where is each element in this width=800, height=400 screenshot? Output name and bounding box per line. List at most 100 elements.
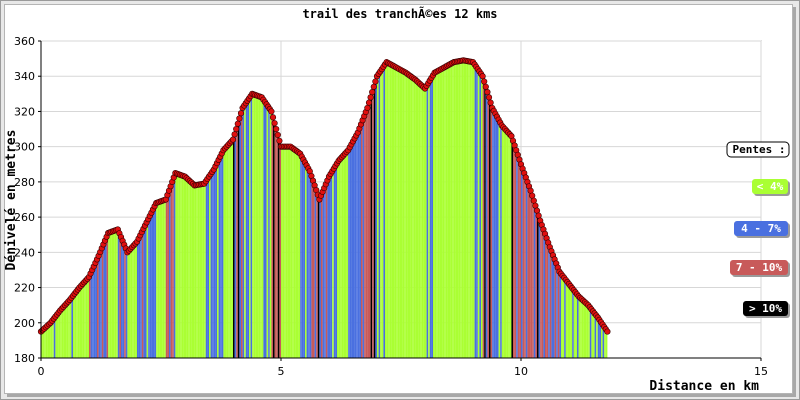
slope-segment	[277, 134, 280, 358]
slope-segment	[551, 251, 553, 358]
slope-segment	[327, 176, 329, 358]
slope-segment	[604, 326, 606, 358]
legend-label: < 4%	[757, 180, 784, 193]
slope-segment	[132, 245, 134, 358]
slope-segment	[453, 61, 456, 358]
slope-segment	[492, 107, 494, 358]
slope-segment	[565, 279, 568, 358]
slope-segment	[82, 282, 85, 358]
slope-segment	[149, 212, 152, 358]
slope-segment	[279, 140, 281, 358]
elevation-point	[234, 120, 241, 127]
slope-segment	[317, 194, 320, 358]
slope-segment	[87, 276, 89, 358]
slope-segment	[420, 84, 422, 359]
slope-segment	[578, 296, 581, 358]
legend-title-box	[726, 141, 790, 158]
slope-segment	[49, 322, 51, 358]
slope-segment	[399, 69, 401, 358]
slope-segment	[63, 305, 65, 358]
elevation-point	[365, 99, 373, 106]
slope-segment	[575, 292, 577, 358]
x-tick-label: 0	[38, 365, 45, 378]
slope-segment	[561, 273, 563, 358]
slope-segment	[413, 78, 416, 358]
legend-swatch	[752, 179, 788, 194]
slope-segment	[154, 203, 157, 358]
slope-segment	[530, 190, 533, 358]
slope-segment	[316, 190, 318, 358]
x-tick-label: 5	[278, 365, 285, 378]
slope-segment	[193, 183, 195, 358]
slope-segment	[101, 244, 104, 358]
slope-segment	[47, 324, 49, 358]
slope-segment	[172, 177, 174, 358]
slope-segment	[505, 129, 507, 358]
slope-segment	[540, 220, 542, 358]
slope-segment	[109, 231, 112, 358]
slope-segment	[543, 229, 545, 358]
slope-segment	[439, 69, 441, 358]
slope-segment	[100, 248, 102, 358]
slope-segment	[114, 230, 117, 358]
slope-segment	[140, 232, 142, 358]
slope-segment	[305, 162, 307, 358]
slope-segment	[237, 118, 240, 358]
slope-segment	[268, 106, 270, 359]
legend-swatch	[734, 221, 788, 236]
slope-segment	[271, 111, 273, 358]
slope-segment	[266, 104, 269, 359]
slope-segment	[450, 63, 453, 359]
slope-segment	[333, 166, 336, 358]
slope-segment	[373, 81, 376, 358]
slope-segment	[242, 105, 245, 359]
slope-segment	[90, 269, 93, 358]
slope-segment	[481, 73, 483, 358]
slope-segment	[71, 295, 73, 358]
slope-segment	[298, 152, 301, 358]
slope-segment	[401, 70, 403, 358]
slope-segment	[273, 117, 275, 358]
slope-segment	[501, 125, 504, 359]
slope-segment	[386, 62, 389, 359]
slope-segment	[119, 233, 121, 358]
slope-segment	[157, 201, 160, 358]
slope-segment	[356, 132, 358, 358]
slope-segment	[359, 124, 361, 359]
elevation-point	[484, 88, 491, 96]
slope-segment	[388, 63, 390, 359]
slope-segment	[476, 66, 478, 359]
slope-segment	[417, 81, 419, 358]
slope-segment	[60, 308, 62, 358]
slope-segment	[377, 73, 379, 358]
slope-segment	[533, 200, 536, 358]
slope-segment	[205, 178, 208, 358]
slope-segment	[589, 307, 592, 358]
slope-segment	[156, 202, 158, 358]
elevation-point	[229, 136, 237, 143]
elevation-point	[479, 73, 486, 80]
slope-segment	[372, 86, 374, 359]
slope-segment	[479, 71, 481, 358]
elevation-point	[482, 83, 489, 90]
slope-segment	[349, 144, 352, 358]
slope-segment	[290, 146, 293, 358]
slope-segment	[385, 62, 387, 359]
elevation-point	[231, 131, 238, 138]
slope-segment	[378, 71, 381, 358]
x-tick-label: 15	[754, 365, 768, 378]
slope-segment	[212, 169, 214, 358]
y-tick-label: 300	[14, 141, 35, 154]
slope-segment	[249, 96, 251, 358]
slope-segment	[204, 181, 206, 358]
slope-segment	[348, 147, 350, 358]
slope-segment	[391, 64, 393, 359]
slope-segment	[314, 185, 317, 358]
slope-segment	[281, 146, 283, 358]
slope-segment	[170, 181, 173, 358]
slope-segment	[253, 94, 256, 358]
y-axis-label: Dénivelé en metres	[4, 130, 19, 271]
slope-segment	[597, 317, 600, 358]
slope-segment	[524, 173, 526, 358]
